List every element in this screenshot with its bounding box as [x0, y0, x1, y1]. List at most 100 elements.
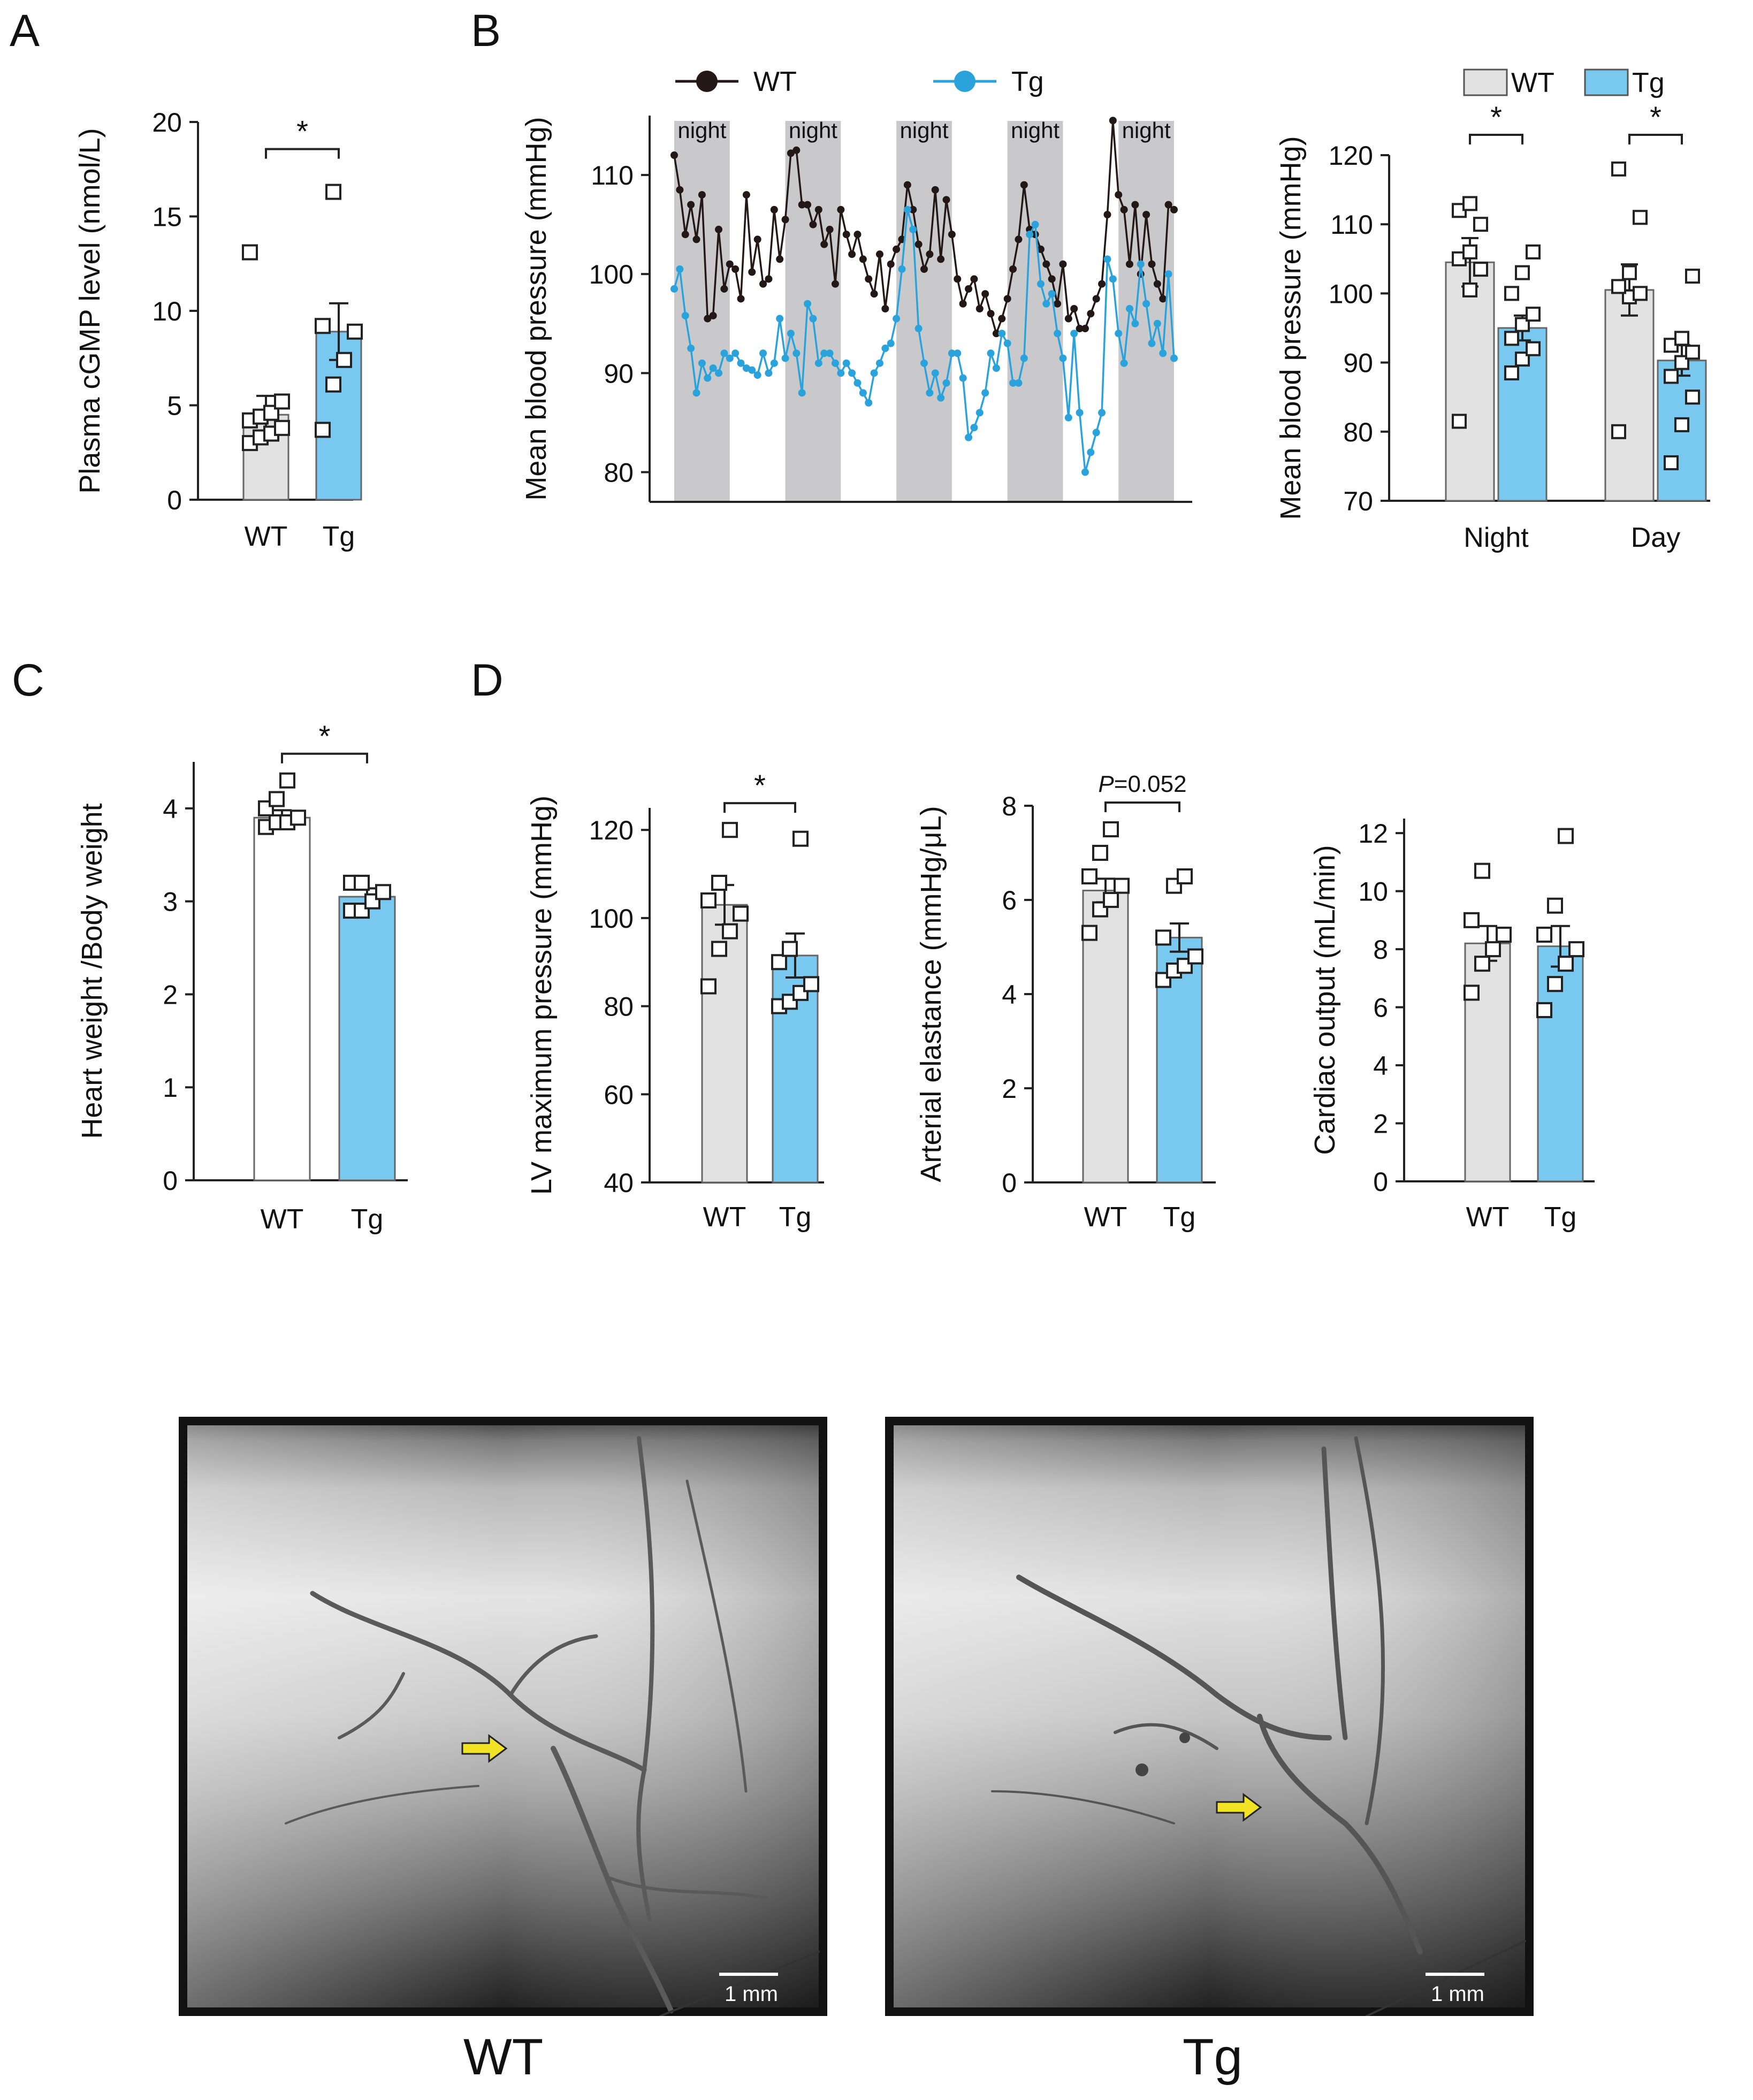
- series-point-tg: [809, 315, 817, 323]
- series-point-wt: [692, 235, 700, 243]
- series-point-tg: [931, 369, 939, 377]
- series-point-tg: [726, 354, 734, 362]
- series-point-wt: [1020, 181, 1028, 189]
- y-tick-label: 80: [604, 992, 634, 1022]
- series-point-wt: [931, 186, 939, 194]
- arrow-icon: [461, 1734, 508, 1763]
- y-tick-label: 15: [152, 202, 182, 232]
- series-point-tg: [893, 315, 901, 323]
- data-point: [1685, 345, 1700, 360]
- series-point-wt: [948, 231, 956, 239]
- series-point-tg: [831, 359, 839, 367]
- night-band: [896, 121, 952, 502]
- series-point-tg: [698, 359, 706, 367]
- series-point-wt: [726, 260, 734, 268]
- series-point-tg: [1054, 330, 1062, 338]
- arrow-icon: [1216, 1793, 1262, 1822]
- series-point-tg: [814, 359, 822, 367]
- legend-b2-wt: WT: [1511, 67, 1554, 98]
- series-point-wt: [809, 220, 817, 228]
- data-point: [1103, 821, 1119, 837]
- legend-b2: WT Tg: [1463, 67, 1665, 98]
- series-point-wt: [1036, 245, 1045, 253]
- series-point-wt: [731, 265, 740, 273]
- series-point-tg: [887, 339, 895, 347]
- data-point: [1547, 976, 1563, 992]
- series-point-tg: [848, 369, 856, 377]
- y-tick-label: 40: [604, 1168, 634, 1198]
- y-tick-label: 10: [1358, 877, 1388, 907]
- series-point-wt: [792, 146, 801, 154]
- series-point-tg: [1137, 260, 1145, 268]
- series-point-wt: [1115, 191, 1123, 199]
- series-point-tg: [1170, 354, 1178, 362]
- series-point-tg: [1098, 409, 1106, 417]
- series-point-tg: [948, 349, 956, 357]
- series-point-tg: [1164, 270, 1172, 278]
- night-band: [785, 121, 841, 502]
- micrograph-wt: 1 mm: [179, 1417, 827, 2016]
- y-tick-label: 4: [163, 794, 178, 824]
- series-point-tg: [1120, 359, 1128, 367]
- series-point-tg: [737, 359, 745, 367]
- series-point-tg: [937, 394, 945, 402]
- series-point-wt: [1098, 280, 1106, 288]
- y-tick-label: 0: [1002, 1168, 1017, 1198]
- data-point: [279, 772, 295, 789]
- data-point: [722, 822, 738, 838]
- x-tick-label: Tg: [779, 1202, 812, 1233]
- caption-tg: Tg: [1183, 2028, 1243, 2086]
- data-point: [347, 323, 363, 340]
- y-tick-label: 120: [1329, 141, 1373, 171]
- micrograph-tg-svg: 1 mm: [885, 1417, 1534, 2016]
- y-tick-label: 90: [1343, 348, 1373, 378]
- series-point-tg: [870, 369, 878, 377]
- legend-b1: WT Tg: [675, 66, 1044, 97]
- y-tick-label: 100: [589, 904, 634, 934]
- series-point-wt: [893, 245, 901, 253]
- series-point-wt: [848, 250, 856, 258]
- series-point-wt: [748, 268, 756, 276]
- x-tick-label: WT: [1466, 1202, 1510, 1233]
- series-point-tg: [842, 359, 850, 367]
- series-point-wt: [753, 235, 761, 243]
- data-point: [1462, 244, 1477, 259]
- data-point: [1103, 892, 1119, 908]
- night-band: [674, 121, 730, 502]
- data-point: [1473, 262, 1488, 277]
- series-point-wt: [804, 201, 812, 209]
- data-point: [1633, 210, 1648, 225]
- data-point: [1464, 912, 1480, 928]
- data-point: [1664, 455, 1679, 470]
- significance-bracket: [1104, 801, 1180, 812]
- series-point-tg: [1003, 339, 1011, 347]
- series-point-wt: [1092, 295, 1100, 303]
- series-point-wt: [1131, 201, 1139, 209]
- series-point-tg: [1064, 414, 1072, 422]
- x-tick-label: WT: [703, 1202, 746, 1233]
- series-point-tg: [981, 389, 989, 397]
- series-point-tg: [1020, 354, 1028, 362]
- data-point: [325, 376, 341, 393]
- data-point: [1462, 196, 1477, 211]
- series-point-tg: [859, 389, 867, 397]
- series-point-tg: [837, 369, 845, 377]
- series-point-tg: [731, 349, 740, 357]
- y-tick-label: 2: [1002, 1074, 1017, 1104]
- series-point-tg: [826, 349, 834, 357]
- series-point-tg: [798, 389, 806, 397]
- y-axis-label: Mean blood pressure (mmHg): [520, 117, 552, 500]
- y-tick-label: 10: [152, 296, 182, 326]
- x-tick-label: Day: [1631, 522, 1680, 553]
- series-point-wt: [1048, 275, 1056, 283]
- series-point-wt: [1003, 295, 1011, 303]
- series-point-wt: [1042, 260, 1050, 268]
- data-point: [1558, 828, 1574, 844]
- bar-wt-night: [1445, 261, 1495, 502]
- series-point-wt: [1059, 260, 1067, 268]
- y-axis-label: Plasma cGMP level (nmol/L): [74, 128, 106, 493]
- data-point: [1092, 845, 1108, 861]
- legend-b2-tg: Tg: [1632, 67, 1665, 98]
- data-point: [1155, 929, 1171, 946]
- series-point-tg: [1048, 290, 1056, 298]
